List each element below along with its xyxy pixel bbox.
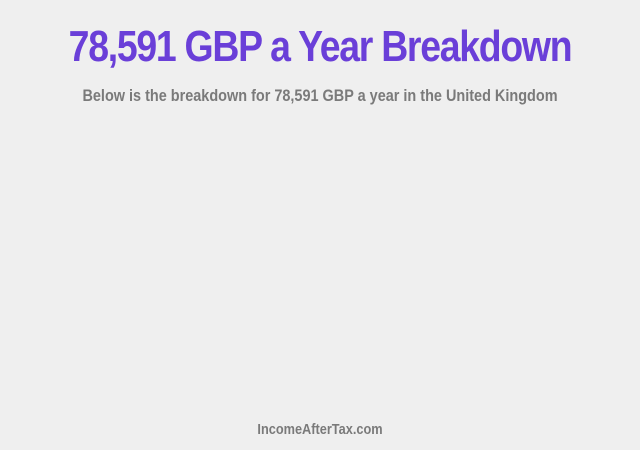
footer-site-name: IncomeAfterTax.com — [257, 421, 383, 438]
page-title: 78,591 GBP a Year Breakdown — [68, 22, 573, 71]
page-subtitle: Below is the breakdown for 78,591 GBP a … — [82, 86, 558, 105]
